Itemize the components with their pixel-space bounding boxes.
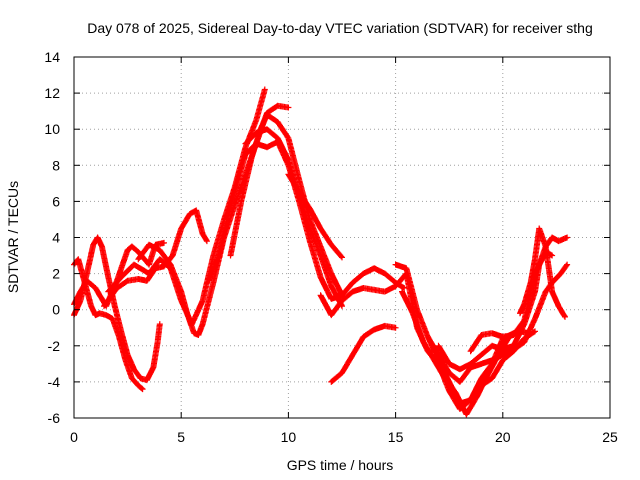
axis-ticks: 0 5 10 15 20 25 -6 -4 -2 0 2 4 6 8 10 12 14 bbox=[44, 49, 618, 445]
y-tick-label: 4 bbox=[52, 230, 60, 246]
y-tick-label: 12 bbox=[44, 85, 60, 101]
series-sat-d bbox=[101, 207, 210, 310]
series-sat-j bbox=[285, 171, 345, 261]
y-tick-label: 8 bbox=[52, 157, 60, 173]
x-axis-label: GPS time / hours bbox=[287, 457, 394, 473]
x-tick-label: 10 bbox=[281, 429, 297, 445]
series-line bbox=[328, 322, 399, 385]
series-sat-n bbox=[399, 288, 532, 418]
grid bbox=[74, 57, 610, 418]
x-tick-label: 0 bbox=[70, 429, 78, 445]
y-tick-label: 6 bbox=[52, 193, 60, 209]
x-tick-label: 5 bbox=[177, 429, 185, 445]
series-line bbox=[467, 248, 556, 355]
y-tick-label: 0 bbox=[52, 302, 60, 318]
series-line bbox=[135, 102, 292, 338]
series-group bbox=[71, 86, 571, 418]
series-sat-e bbox=[105, 86, 268, 328]
y-tick-label: 14 bbox=[44, 49, 60, 65]
y-tick-label: -2 bbox=[48, 338, 61, 354]
y-tick-label: 2 bbox=[52, 266, 60, 282]
series-sat-i bbox=[242, 126, 345, 310]
series-line bbox=[285, 171, 345, 261]
series-line bbox=[101, 207, 210, 310]
series-sat-f bbox=[135, 102, 292, 338]
series-sat-k bbox=[328, 322, 399, 385]
series-line bbox=[399, 288, 532, 418]
y-tick-label: -6 bbox=[48, 410, 61, 426]
series-line bbox=[105, 86, 268, 328]
series-line bbox=[242, 126, 345, 310]
y-tick-label: -4 bbox=[48, 374, 61, 390]
series-line bbox=[206, 138, 345, 302]
x-tick-label: 20 bbox=[495, 429, 511, 445]
series-sat-g bbox=[206, 138, 345, 302]
chart-title: Day 078 of 2025, Sidereal Day-to-day VTE… bbox=[87, 20, 593, 36]
x-tick-label: 15 bbox=[388, 429, 404, 445]
y-axis-label: SDTVAR / TECUs bbox=[5, 181, 21, 293]
x-tick-label: 25 bbox=[602, 429, 618, 445]
y-tick-label: 10 bbox=[44, 121, 60, 137]
series-sat-r bbox=[467, 248, 556, 355]
